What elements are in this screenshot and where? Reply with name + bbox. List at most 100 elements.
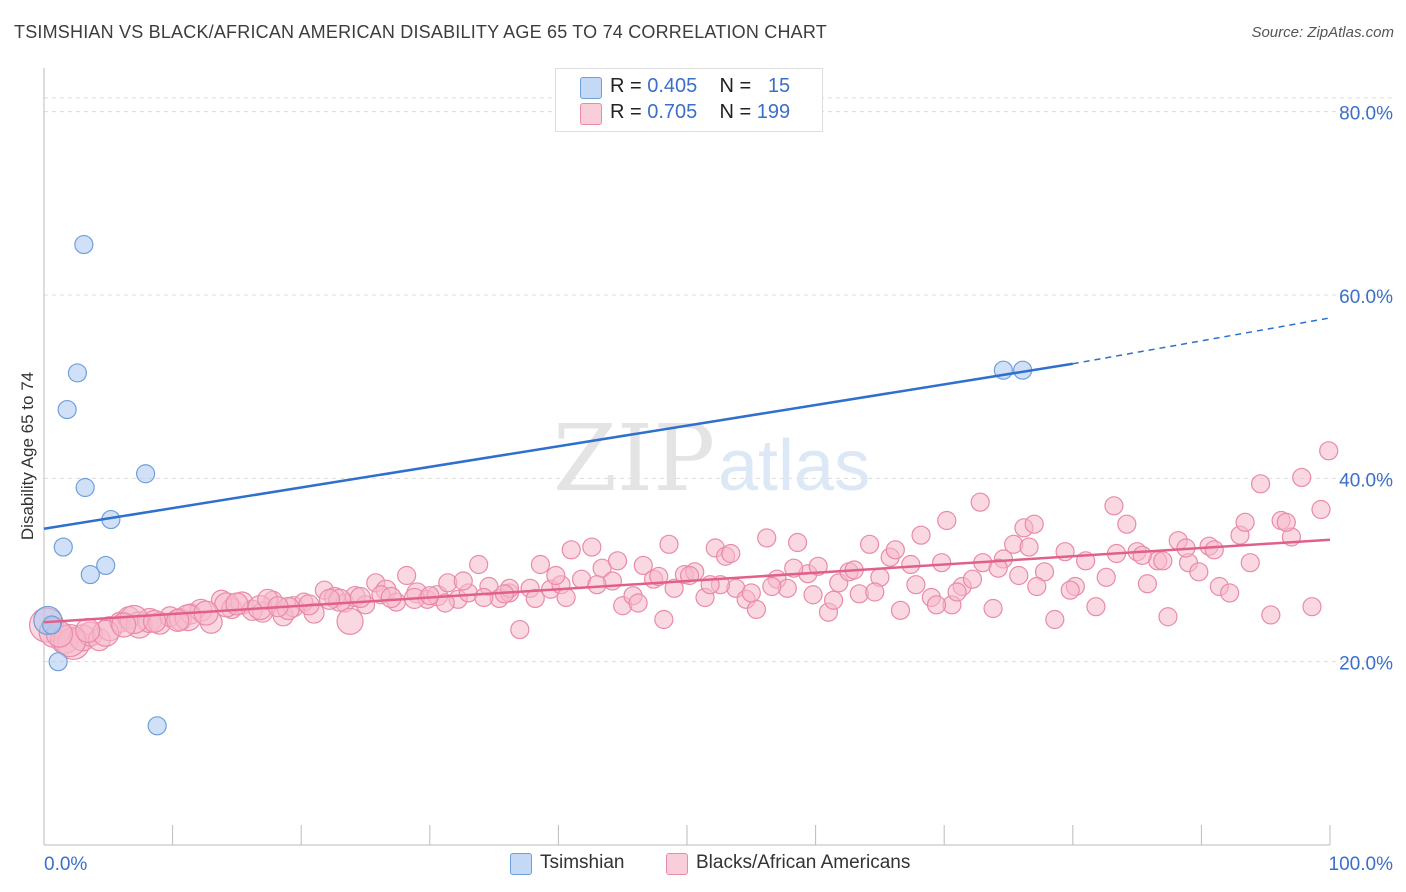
point-blacks-african-americans	[607, 551, 628, 571]
point-blacks-african-americans	[932, 553, 952, 573]
point-blacks-african-americans	[983, 598, 1003, 619]
n-value: 199	[756, 101, 791, 123]
point-blacks-african-americans	[1009, 565, 1029, 586]
point-blacks-african-americans	[988, 558, 1008, 578]
point-blacks-african-americans	[349, 586, 371, 609]
watermark: ZIP atlas	[553, 405, 870, 512]
legend-swatch-blacks	[580, 103, 602, 125]
point-blacks-african-americans	[808, 556, 828, 576]
point-tsimshian	[57, 399, 77, 420]
point-blacks-african-americans	[453, 571, 473, 591]
point-tsimshian	[135, 464, 156, 484]
point-blacks-african-americans	[1019, 537, 1039, 557]
point-blacks-african-americans	[970, 492, 990, 512]
point-blacks-african-americans	[1261, 605, 1281, 625]
point-blacks-african-americans	[865, 582, 885, 602]
point-blacks-african-americans	[1189, 562, 1209, 582]
point-blacks-african-americans	[1220, 583, 1240, 603]
y-tick-label: 60.0%	[1339, 287, 1393, 308]
trend-lines	[43, 317, 1331, 624]
point-blacks-african-americans	[1153, 551, 1173, 571]
point-blacks-african-americans	[757, 528, 777, 548]
series-legend: Tsimshian Blacks/African Americans	[0, 852, 1406, 878]
n-label: N =	[719, 101, 752, 123]
point-blacks-african-americans	[510, 619, 530, 640]
y-axis-label: Disability Age 65 to 74	[18, 371, 37, 541]
series-tsimshian	[33, 234, 1033, 736]
point-blacks-african-americans	[1250, 474, 1271, 494]
trend-extension-tsimshian	[1072, 317, 1331, 365]
n-label: N =	[719, 75, 752, 97]
point-blacks-african-americans	[582, 537, 602, 557]
point-blacks-african-americans	[380, 586, 402, 609]
point-blacks-african-americans	[721, 543, 741, 564]
point-blacks-african-americans	[824, 590, 844, 610]
point-blacks-african-americans	[947, 582, 967, 602]
point-blacks-african-americans	[1311, 499, 1331, 520]
point-blacks-african-americans	[1132, 545, 1152, 565]
point-blacks-african-americans	[318, 588, 341, 610]
point-blacks-african-americans	[633, 555, 653, 576]
point-blacks-african-americans	[1045, 609, 1065, 630]
point-blacks-african-americans	[1117, 514, 1137, 534]
legend-swatch-tsimshian	[510, 853, 532, 875]
point-blacks-african-americans	[926, 595, 947, 615]
x-tick-labels: 0.0% 100.0%	[44, 854, 1393, 875]
point-blacks-african-americans	[1292, 467, 1312, 488]
point-blacks-african-americans	[649, 566, 669, 587]
r-value: 0.405	[647, 75, 698, 97]
axes	[43, 68, 1331, 846]
legend-swatch-blacks	[666, 853, 688, 875]
point-blacks-african-americans	[1086, 597, 1106, 617]
point-blacks-african-americans	[1158, 607, 1178, 627]
legend-swatch-tsimshian	[580, 77, 602, 99]
point-blacks-african-americans	[1302, 597, 1322, 617]
y-tick-label: 20.0%	[1339, 654, 1393, 675]
point-tsimshian	[67, 363, 88, 383]
legend-label-tsimshian: Tsimshian	[540, 852, 625, 873]
point-blacks-african-americans	[1137, 574, 1157, 594]
r-label: R =	[610, 75, 642, 97]
point-blacks-african-americans	[659, 534, 679, 554]
point-tsimshian	[48, 652, 68, 672]
chart-title: TSIMSHIAN VS BLACK/AFRICAN AMERICAN DISA…	[14, 22, 827, 42]
point-blacks-african-americans	[937, 510, 957, 531]
r-label: R =	[610, 101, 642, 123]
point-tsimshian	[75, 477, 95, 498]
point-blacks-african-americans	[787, 532, 808, 553]
point-blacks-african-americans	[628, 593, 648, 613]
point-tsimshian	[147, 716, 167, 736]
point-tsimshian	[53, 537, 73, 557]
point-blacks-african-americans	[75, 617, 101, 644]
point-blacks-african-americans	[561, 540, 581, 560]
point-blacks-african-americans	[901, 554, 921, 575]
point-blacks-african-americans	[397, 565, 417, 586]
point-blacks-african-americans	[762, 576, 782, 597]
point-blacks-african-americans	[469, 554, 489, 575]
point-blacks-african-americans	[111, 612, 137, 638]
point-blacks-african-americans	[1204, 540, 1224, 560]
point-blacks-african-americans	[1235, 512, 1255, 532]
point-blacks-african-americans	[911, 525, 931, 545]
point-blacks-african-americans	[525, 588, 545, 609]
x-tick-label: 0.0%	[44, 854, 87, 875]
y-tick-label: 40.0%	[1339, 470, 1393, 491]
point-blacks-african-americans	[587, 575, 607, 595]
point-tsimshian	[74, 234, 94, 255]
point-blacks-african-americans	[860, 534, 880, 554]
point-blacks-african-americans	[1060, 580, 1080, 600]
point-blacks-african-americans	[741, 583, 761, 603]
point-blacks-african-americans	[906, 575, 926, 595]
point-blacks-african-americans	[336, 607, 364, 635]
watermark-atlas: atlas	[718, 426, 870, 506]
correlation-legend: R = 0.405 N = 15 R = 0.705 N = 199	[555, 68, 823, 132]
trend-line-tsimshian	[43, 362, 1073, 530]
trend-line-blacks	[43, 538, 1331, 624]
y-tick-label: 80.0%	[1339, 104, 1393, 125]
point-tsimshian	[42, 615, 62, 635]
y-tick-labels: 20.0% 40.0% 60.0% 80.0%	[1339, 104, 1393, 675]
point-blacks-african-americans	[530, 554, 550, 575]
source-label: Source: ZipAtlas.com	[1251, 24, 1394, 41]
point-blacks-african-americans	[1319, 441, 1339, 461]
